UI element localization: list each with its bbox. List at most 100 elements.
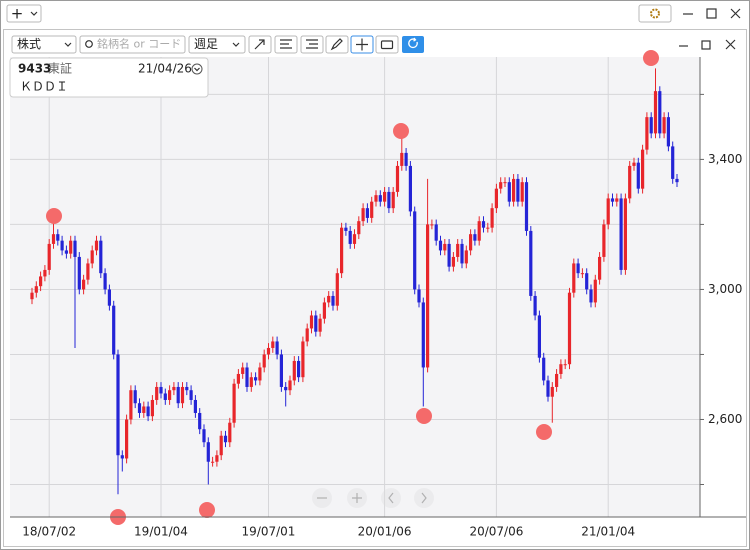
- panel-restore[interactable]: [701, 40, 711, 50]
- draw-tool[interactable]: [325, 35, 349, 54]
- x-tick-label: 21/01/04: [581, 525, 635, 539]
- candle-body: [77, 256, 81, 290]
- gear-icon: [650, 8, 660, 19]
- candle-body: [305, 328, 309, 342]
- search-box[interactable]: [79, 35, 186, 54]
- candle-body: [116, 354, 120, 456]
- x-tick-label: 19/07/01: [242, 525, 296, 539]
- candle-body: [494, 188, 498, 209]
- scroll-left[interactable]: [381, 488, 401, 508]
- candle-body: [632, 162, 636, 166]
- info-toggle[interactable]: [191, 63, 203, 75]
- x-tick-label: 20/07/06: [469, 525, 523, 539]
- camera-icon: [380, 40, 394, 50]
- candle-body: [430, 224, 434, 226]
- candle-body: [262, 354, 266, 368]
- candle-body: [335, 273, 339, 306]
- candle-body: [297, 360, 301, 378]
- candle-body: [185, 386, 189, 391]
- new-button[interactable]: [6, 4, 42, 23]
- candle-body: [662, 117, 666, 134]
- candle-body: [90, 250, 94, 264]
- candle-body: [610, 198, 615, 202]
- candle-body: [60, 240, 64, 251]
- refresh-button[interactable]: [402, 36, 424, 53]
- candle-body: [322, 302, 326, 319]
- candle-body: [395, 165, 400, 192]
- highlights: [46, 50, 659, 525]
- candle-body: [623, 198, 627, 270]
- candle-body: [520, 182, 524, 202]
- stock-date: 21/04/26: [138, 62, 192, 76]
- candle-body: [249, 377, 253, 387]
- candle-body: [550, 386, 554, 397]
- candle-body: [507, 182, 511, 202]
- zoom-in[interactable]: [347, 488, 367, 508]
- candle-body: [215, 455, 219, 462]
- candle-body: [628, 165, 632, 199]
- candle-body: [69, 240, 73, 254]
- candle-body: [107, 289, 111, 306]
- candle-body: [34, 286, 38, 293]
- candle-body: [572, 263, 576, 293]
- candle-body: [675, 178, 679, 183]
- highlight-dot: [416, 408, 432, 424]
- interval-chevron: [232, 42, 240, 47]
- candle-body: [671, 146, 675, 179]
- candle-body: [464, 250, 468, 264]
- panel-close[interactable]: [725, 39, 736, 50]
- candle-body: [524, 182, 529, 231]
- candle-body: [434, 224, 438, 241]
- candle-body: [211, 461, 215, 463]
- candle-body: [408, 165, 412, 212]
- candle-body: [292, 360, 296, 381]
- snapshot-tool[interactable]: [375, 35, 399, 54]
- candle-body: [477, 221, 481, 241]
- candle-body: [460, 243, 464, 264]
- interval-select[interactable]: [188, 35, 246, 54]
- candle-body: [619, 198, 623, 270]
- candle-body: [206, 442, 210, 462]
- search-icon: [85, 40, 93, 48]
- candle-body: [357, 221, 361, 235]
- candle-body: [43, 269, 47, 277]
- candle-body: [533, 295, 537, 316]
- market-select[interactable]: [11, 35, 77, 54]
- search-placeholder: 銘柄名 or コード: [97, 37, 181, 51]
- candle-body: [150, 399, 154, 417]
- settings-button[interactable]: [638, 4, 672, 23]
- candle-body: [438, 240, 443, 251]
- x-tick-label: 19/01/04: [134, 525, 188, 539]
- candle-body: [288, 380, 292, 391]
- highlight-dot: [46, 208, 62, 224]
- maximize-button[interactable]: [706, 8, 717, 19]
- candle-body: [176, 386, 180, 404]
- candle-body: [451, 256, 455, 267]
- candle-body: [559, 364, 563, 374]
- candle-body: [258, 367, 262, 381]
- new-button-chevron: [30, 11, 38, 16]
- candle-body: [352, 234, 357, 244]
- candle-body: [133, 390, 137, 404]
- candle-body: [271, 341, 275, 348]
- candle-body: [387, 191, 391, 209]
- candle-body: [636, 162, 640, 189]
- candle-body: [658, 91, 662, 134]
- candle-body: [344, 227, 348, 231]
- candle-body: [73, 240, 77, 257]
- candle-body: [417, 289, 421, 303]
- candle-body: [348, 230, 352, 244]
- scroll-right-icon: [421, 492, 427, 504]
- candle-body: [314, 315, 318, 332]
- candle-body: [400, 152, 404, 166]
- highlight-dot: [393, 123, 409, 139]
- scroll-left-icon: [388, 492, 394, 504]
- interval-select-label: 週足: [194, 37, 218, 51]
- close-button[interactable]: [730, 8, 741, 19]
- candle-body: [537, 315, 541, 358]
- candle-body: [155, 386, 159, 400]
- zoom-out[interactable]: [312, 488, 332, 508]
- scroll-right[interactable]: [414, 488, 434, 508]
- candle-body: [64, 250, 68, 254]
- candle-body: [142, 406, 146, 413]
